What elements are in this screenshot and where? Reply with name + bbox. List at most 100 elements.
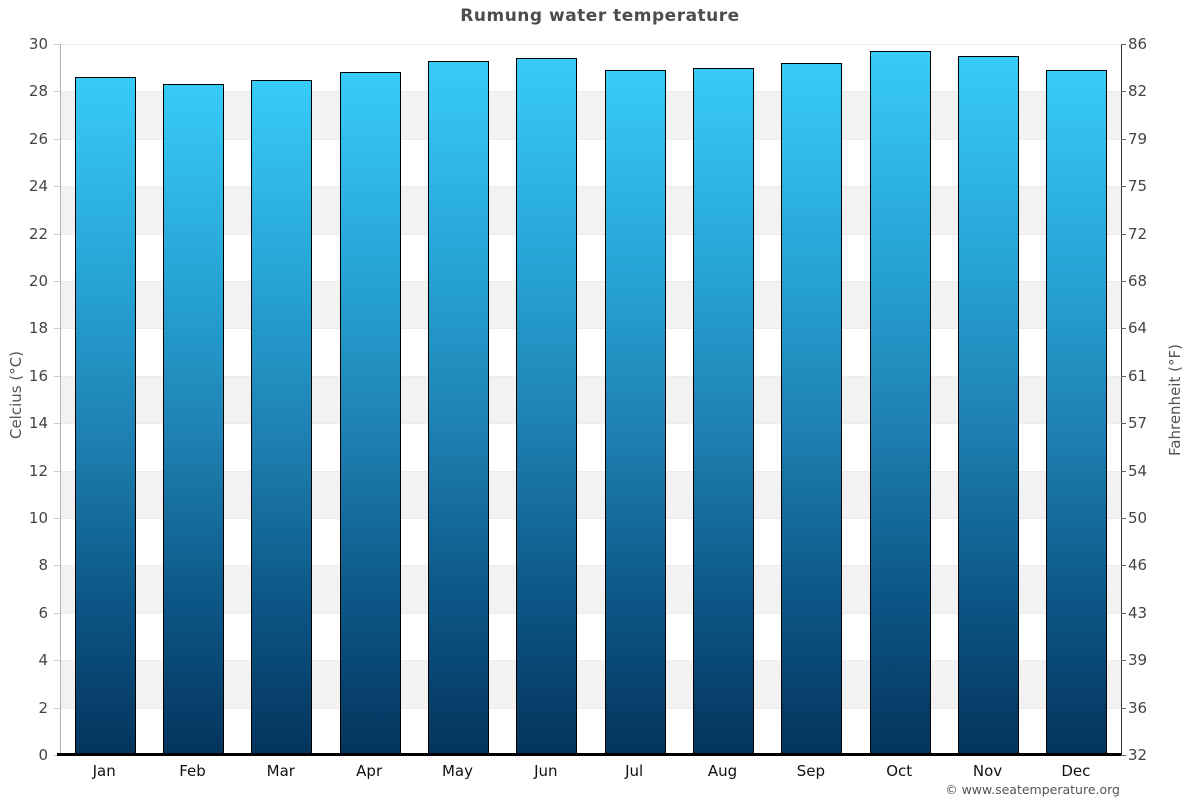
fahrenheit-tick-mark <box>1121 470 1126 472</box>
y-axis-title-fahrenheit: Fahrenheit (°F) <box>1166 344 1184 456</box>
fahrenheit-tick-mark <box>1121 281 1126 282</box>
fahrenheit-tick-mark <box>1121 91 1126 93</box>
bar-jun <box>516 58 578 755</box>
x-axis-label-jan: Jan <box>92 762 116 780</box>
fahrenheit-tick-mark <box>1121 328 1126 330</box>
celsius-tick-label: 14 <box>28 414 48 433</box>
bar-feb <box>163 84 224 755</box>
grid-band <box>61 470 1121 518</box>
fahrenheit-tick-mark <box>1121 44 1126 45</box>
grid-band <box>61 91 1121 139</box>
celsius-tick-mark <box>54 186 60 188</box>
fahrenheit-tick-mark <box>1121 565 1126 567</box>
fahrenheit-tick-mark <box>1121 755 1126 756</box>
x-axis-label-feb: Feb <box>179 762 206 780</box>
bar-jul <box>604 70 666 755</box>
fahrenheit-tick-mark <box>1121 233 1126 235</box>
fahrenheit-tick-label: 46 <box>1128 556 1148 575</box>
x-axis-label-apr: Apr <box>356 762 383 780</box>
grid-band <box>61 565 1121 613</box>
fahrenheit-tick-label: 32 <box>1128 746 1148 764</box>
celsius-tick-mark <box>54 44 60 45</box>
celsius-tick-label: 30 <box>28 35 48 53</box>
plot-area <box>60 44 1122 755</box>
celsius-tick-label: 24 <box>28 177 48 196</box>
celsius-tick-label: 6 <box>38 603 48 622</box>
bar-oct <box>869 51 931 755</box>
celsius-tick-mark <box>54 518 60 519</box>
fahrenheit-tick-label: 57 <box>1128 414 1148 433</box>
celsius-tick-label: 22 <box>28 224 48 243</box>
x-axis-label-oct: Oct <box>886 762 913 780</box>
bar-dec <box>1046 70 1108 755</box>
fahrenheit-tick-label: 39 <box>1128 651 1148 670</box>
x-axis-label-aug: Aug <box>707 762 738 780</box>
fahrenheit-tick-mark <box>1121 375 1126 377</box>
fahrenheit-tick-label: 54 <box>1128 461 1148 480</box>
x-axis-label-nov: Nov <box>972 762 1003 780</box>
fahrenheit-tick-mark <box>1121 186 1126 188</box>
celsius-tick-mark <box>54 281 60 282</box>
copyright-notice: © www.seatemperature.org <box>945 782 1120 797</box>
celsius-tick-mark <box>54 375 60 377</box>
fahrenheit-tick-mark <box>1121 707 1126 709</box>
fahrenheit-tick-label: 64 <box>1128 319 1148 338</box>
celsius-tick-label: 8 <box>38 556 48 575</box>
celsius-tick-label: 2 <box>38 698 48 717</box>
grid-band <box>61 138 1121 187</box>
celsius-tick-label: 0 <box>38 746 48 764</box>
grid-band <box>61 707 1121 755</box>
bar-nov <box>958 55 1019 755</box>
bar-mar <box>251 79 313 755</box>
grid-band <box>61 44 1121 92</box>
bar-may <box>428 60 489 755</box>
celsius-tick-mark <box>54 328 60 330</box>
fahrenheit-tick-mark <box>1121 138 1126 140</box>
fahrenheit-tick-label: 79 <box>1128 129 1148 148</box>
celsius-tick-mark <box>54 612 60 614</box>
fahrenheit-tick-label: 61 <box>1128 366 1148 385</box>
bar-jan <box>74 77 136 755</box>
fahrenheit-tick-label: 86 <box>1128 35 1148 53</box>
grid-band <box>61 281 1121 329</box>
x-axis-label-may: May <box>441 762 473 780</box>
fahrenheit-tick-label: 72 <box>1128 224 1148 243</box>
fahrenheit-tick-label: 43 <box>1128 603 1148 622</box>
fahrenheit-tick-label: 75 <box>1128 177 1148 196</box>
celsius-tick-mark <box>54 233 60 235</box>
bar-aug <box>693 67 754 755</box>
grid-band <box>61 518 1121 566</box>
celsius-tick-mark <box>54 423 60 425</box>
celsius-tick-label: 16 <box>28 366 48 385</box>
grid-band <box>61 233 1121 281</box>
fahrenheit-tick-mark <box>1121 518 1126 519</box>
celsius-tick-label: 18 <box>28 319 48 338</box>
x-axis-label-jun: Jun <box>534 762 558 780</box>
fahrenheit-tick-label: 68 <box>1128 272 1148 290</box>
grid-band <box>61 186 1121 234</box>
fahrenheit-tick-label: 36 <box>1128 698 1148 717</box>
fahrenheit-tick-mark <box>1121 612 1126 614</box>
celsius-tick-label: 28 <box>28 82 48 101</box>
grid-band <box>61 612 1121 661</box>
x-axis-label-dec: Dec <box>1061 762 1091 780</box>
celsius-tick-mark <box>54 660 60 662</box>
celsius-tick-label: 26 <box>28 129 48 148</box>
celsius-tick-mark <box>54 138 60 140</box>
chart-title: Rumung water temperature <box>460 6 740 26</box>
x-axis-label-sep: Sep <box>796 762 825 780</box>
grid-band <box>61 375 1121 424</box>
x-axis-label-jul: Jul <box>625 762 644 780</box>
celsius-tick-label: 12 <box>28 461 48 480</box>
grid-band <box>61 660 1121 708</box>
fahrenheit-tick-mark <box>1121 423 1126 425</box>
x-axis-line <box>57 753 1121 756</box>
bar-sep <box>781 62 843 755</box>
celsius-tick-label: 10 <box>28 509 48 527</box>
grid-band <box>61 423 1121 471</box>
celsius-tick-mark <box>54 91 60 93</box>
celsius-tick-label: 20 <box>28 272 48 290</box>
celsius-tick-label: 4 <box>38 651 48 670</box>
celsius-tick-mark <box>54 565 60 567</box>
grid-band <box>61 328 1121 376</box>
